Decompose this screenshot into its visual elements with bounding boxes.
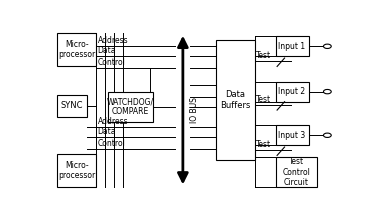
Text: Data: Data bbox=[98, 46, 116, 55]
Text: WATCHDOG/
COMPARE: WATCHDOG/ COMPARE bbox=[107, 97, 154, 116]
Text: Input 3: Input 3 bbox=[278, 131, 306, 140]
Text: Address: Address bbox=[98, 117, 128, 126]
FancyBboxPatch shape bbox=[57, 95, 87, 117]
Text: Test: Test bbox=[256, 95, 271, 104]
Text: Test
Control
Circuit: Test Control Circuit bbox=[283, 157, 310, 187]
Text: Input 2: Input 2 bbox=[278, 87, 306, 96]
FancyBboxPatch shape bbox=[276, 125, 308, 145]
Text: Test: Test bbox=[256, 51, 271, 60]
Text: Data: Data bbox=[98, 127, 116, 136]
FancyBboxPatch shape bbox=[276, 36, 308, 56]
Text: Micro-
processor: Micro- processor bbox=[58, 161, 95, 180]
Text: Control: Control bbox=[98, 139, 125, 148]
Text: Micro-
processor: Micro- processor bbox=[58, 40, 95, 59]
Text: SYNC: SYNC bbox=[61, 101, 83, 110]
FancyBboxPatch shape bbox=[108, 92, 153, 122]
Text: Data
Buffers: Data Buffers bbox=[220, 90, 251, 110]
Text: Address: Address bbox=[98, 36, 128, 45]
FancyBboxPatch shape bbox=[57, 33, 96, 66]
Text: Input 1: Input 1 bbox=[278, 42, 306, 51]
FancyBboxPatch shape bbox=[276, 157, 318, 187]
Text: Test: Test bbox=[256, 140, 271, 149]
FancyBboxPatch shape bbox=[276, 82, 308, 102]
FancyBboxPatch shape bbox=[57, 154, 96, 187]
Text: IO BUS: IO BUS bbox=[190, 97, 199, 123]
FancyBboxPatch shape bbox=[216, 40, 255, 160]
Text: Control: Control bbox=[98, 58, 125, 67]
